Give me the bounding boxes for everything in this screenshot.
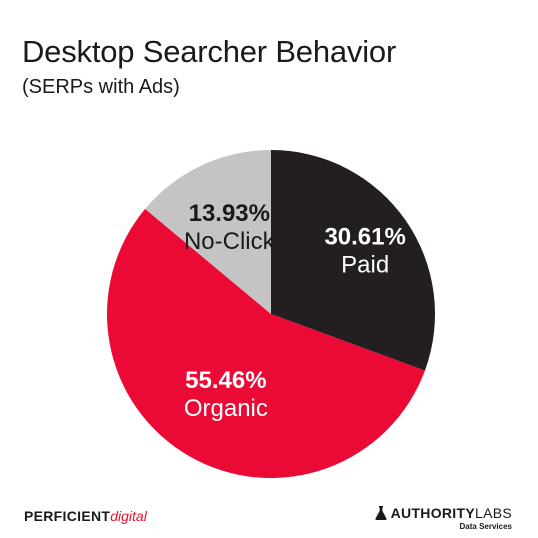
pie-slice-no-click — [145, 150, 271, 314]
slice-value-label: 55.46% — [185, 367, 266, 394]
flask-icon — [375, 506, 387, 520]
perficient-digital-logo: PERFICIENTdigital — [24, 508, 147, 524]
chart-subtitle: (SERPs with Ads) — [22, 76, 180, 98]
slice-value-label: 30.61% — [324, 223, 405, 250]
digital-logo-text: digital — [110, 508, 147, 524]
chart-title: Desktop Searcher Behavior — [22, 34, 397, 69]
slice-category-label: Organic — [184, 395, 268, 422]
labs-logo-text: LABS — [475, 505, 512, 521]
perficient-logo-text: PERFICIENT — [24, 508, 111, 524]
authority-logo-text: AUTHORITY — [390, 505, 475, 521]
pie-slice-paid — [271, 150, 435, 371]
slice-value-label: 13.93% — [189, 200, 270, 227]
pie-slice-organic — [106, 208, 425, 479]
data-services-text: Data Services — [459, 522, 512, 531]
authoritylabs-logo: AUTHORITYLABS Data Services — [375, 505, 512, 531]
slice-category-label: Paid — [341, 251, 389, 278]
slice-category-label: No-Click — [184, 228, 276, 255]
